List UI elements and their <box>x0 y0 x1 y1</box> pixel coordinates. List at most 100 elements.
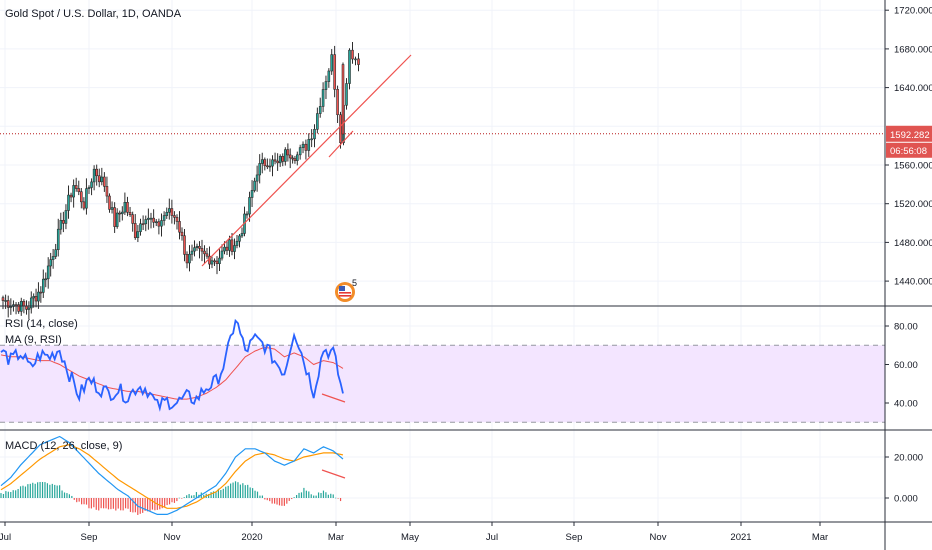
macd-histogram-bar <box>317 492 320 498</box>
macd-histogram-bar <box>144 498 146 511</box>
macd-histogram-bar <box>264 498 266 500</box>
candle-body <box>136 231 140 238</box>
rsi-divergence-line[interactable] <box>321 393 346 403</box>
time-tick-label: Mar <box>328 532 344 543</box>
candle-body <box>90 181 93 188</box>
macd-histogram-bar <box>215 491 217 498</box>
macd-histogram-bar <box>186 495 188 498</box>
candle-body <box>59 220 63 230</box>
macd-tick-label: 0.000 <box>894 494 918 505</box>
candle-body <box>39 291 43 294</box>
macd-histogram-bar <box>7 491 9 498</box>
macd-histogram-bar <box>225 486 227 498</box>
macd-histogram-bar <box>193 495 195 498</box>
candle-body <box>46 265 50 280</box>
countdown-badge <box>886 142 932 158</box>
macd-histogram-bar <box>339 498 342 502</box>
macd-histogram-bar <box>313 495 315 498</box>
candle-body <box>49 259 52 267</box>
candle-body <box>235 240 239 246</box>
macd-histogram-bar <box>212 491 215 498</box>
macd-histogram-bar <box>146 498 149 512</box>
candle-body <box>183 235 186 255</box>
trend-line-upper[interactable] <box>201 54 412 267</box>
candle-body <box>330 54 334 72</box>
time-tick-label: Mar <box>812 532 828 543</box>
candle-body <box>133 223 137 238</box>
rsi-tick-label: 60.00 <box>894 360 918 371</box>
candle-body <box>248 197 251 215</box>
macd-histogram-bar <box>134 498 136 513</box>
candle-body <box>82 201 86 209</box>
candle-body <box>121 211 124 215</box>
macd-signal-line <box>0 444 344 509</box>
macd-histogram-bar <box>188 494 190 498</box>
macd-histogram-bar <box>227 485 229 498</box>
macd-histogram-bar <box>298 492 300 498</box>
candle-body <box>1 297 5 301</box>
macd-divergence-line[interactable] <box>321 469 346 479</box>
time-tick-label: 2020 <box>241 532 262 543</box>
trend-line-lower[interactable] <box>328 130 354 158</box>
macd-histogram-bar <box>85 498 88 505</box>
candle-body <box>230 239 234 252</box>
candle-body <box>218 257 221 264</box>
macd-histogram-bar <box>159 498 161 510</box>
macd-histogram-bar <box>239 484 241 498</box>
macd-legend-label[interactable]: MACD (12, 26, close, 9) <box>5 440 123 452</box>
time-tick-label: May <box>401 532 419 543</box>
macd-histogram-bar <box>256 491 259 498</box>
candle-body <box>115 212 119 227</box>
macd-histogram-bar <box>98 498 100 511</box>
candle-body <box>128 211 132 216</box>
macd-histogram-bar <box>278 498 281 506</box>
macd-histogram-bar <box>208 494 210 498</box>
macd-histogram-bar <box>122 498 124 511</box>
candle-body <box>110 207 114 210</box>
candle-body <box>348 49 351 84</box>
macd-histogram-bar <box>181 498 183 499</box>
macd-histogram-bar <box>271 498 273 504</box>
macd-histogram-bar <box>29 483 31 498</box>
macd-histogram-bar <box>5 491 7 498</box>
macd-histogram-bar <box>110 498 112 510</box>
macd-histogram-bar <box>46 483 49 498</box>
candle-body <box>29 297 33 309</box>
candle-body <box>9 306 13 308</box>
macd-histogram-bar <box>220 490 222 498</box>
macd-histogram-bar <box>305 490 307 498</box>
candle-body <box>168 208 171 213</box>
candle-body <box>154 221 158 224</box>
macd-histogram-bar <box>154 498 156 511</box>
candle-body <box>108 195 111 210</box>
candle-body <box>271 159 274 167</box>
price-axis[interactable]: 1440.000 1480.000 1520.000 1560.000 1640.000… <box>885 6 932 505</box>
macd-histogram-bar <box>22 485 24 498</box>
candle-body <box>255 174 259 182</box>
macd-histogram-bar <box>164 498 166 507</box>
candle-body <box>105 186 109 197</box>
flag-logo-icon[interactable]: 5 <box>333 278 361 304</box>
macd-histogram-bar <box>281 498 283 506</box>
rsi-line <box>0 318 344 412</box>
macd-histogram-bar <box>161 498 163 509</box>
candle-body <box>293 158 297 161</box>
candle-body <box>318 106 322 114</box>
macd-histogram-bar <box>63 492 66 498</box>
candle-body <box>180 231 184 237</box>
candle-body <box>258 163 261 176</box>
time-tick-label: Nov <box>650 532 667 543</box>
macd-histogram-bar <box>61 490 63 498</box>
macd-histogram-bar <box>276 498 278 505</box>
macd-histogram-bar <box>210 492 212 498</box>
macd-histogram-bar <box>222 488 224 498</box>
rsi-tick-label: 80.00 <box>894 322 918 333</box>
time-axis[interactable]: Jul Sep Nov 2020 Mar May Jul Sep Nov 2021 Mar <box>0 522 828 543</box>
candle-body <box>141 223 145 226</box>
rsi-legend-label[interactable]: RSI (14, close) <box>5 318 78 330</box>
rsi-ma-legend-label[interactable]: MA (9, RSI) <box>5 334 62 346</box>
candle-body <box>223 246 226 252</box>
macd-histogram-bar <box>178 497 180 499</box>
